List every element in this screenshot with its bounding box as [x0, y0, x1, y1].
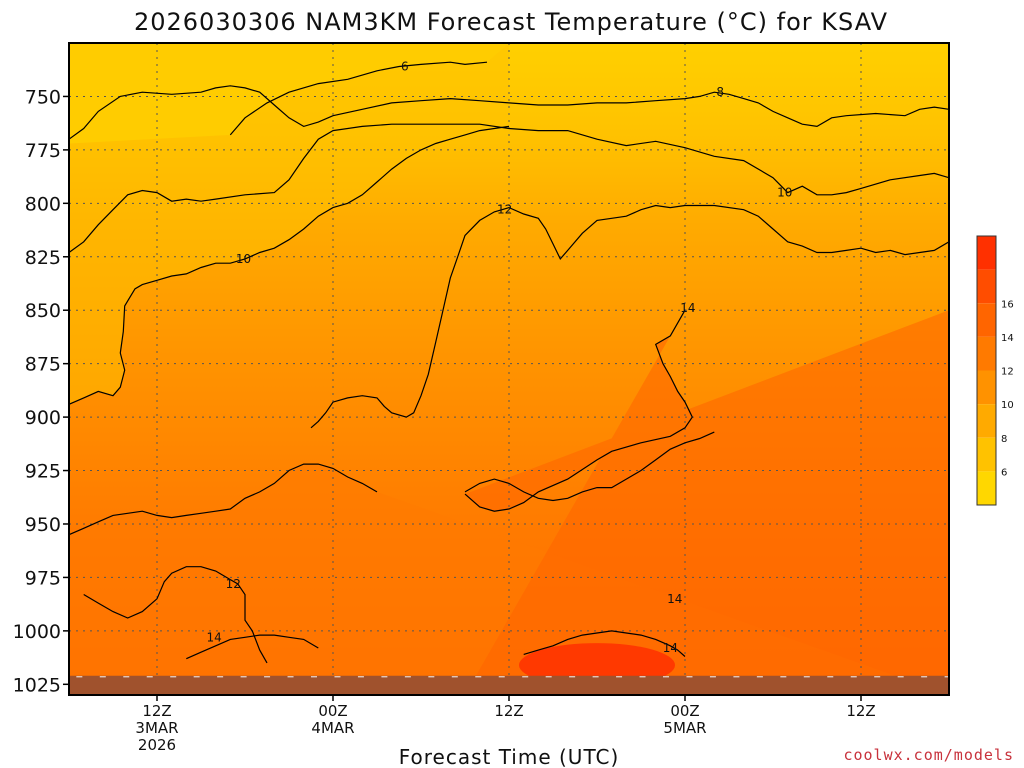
isotherm-14 [186, 634, 319, 660]
x-tick-label: 5MAR [663, 719, 706, 737]
legend-swatch [977, 404, 996, 438]
band-8-10 [69, 43, 509, 405]
y-tick-label: 875 [25, 354, 61, 376]
legend-swatch [977, 437, 996, 472]
y-tick-label: 750 [25, 86, 61, 108]
isotherm-10 [69, 125, 510, 405]
legend-swatch [977, 471, 996, 505]
x-tick-label: 12Z [494, 702, 523, 720]
isotherm-label-8: 8 [716, 85, 724, 99]
legend-swatch [977, 236, 996, 270]
legend-label: 16 [1001, 299, 1014, 310]
x-axis-label: Forecast Time (UTC) [399, 745, 620, 768]
isotherm-labels: 6 8 10 10 12 12 14 14 14 14 [207, 60, 793, 655]
y-tick-label: 950 [25, 514, 61, 536]
x-tick-label: 12Z [142, 702, 171, 720]
chart-title: 2026030306 NAM3KM Forecast Temperature (… [134, 8, 888, 36]
legend-label: 14 [1001, 333, 1014, 344]
y-axis: 750 775 800 825 850 875 900 925 950 975 1000 1025 [13, 86, 69, 696]
plot-field: 6 8 10 10 12 12 14 14 14 14 [69, 43, 949, 695]
legend-label: 8 [1001, 434, 1007, 445]
isotherm-14 [464, 309, 693, 512]
legend-label: 6 [1001, 467, 1007, 478]
isotherm-label-6: 6 [401, 60, 409, 74]
isotherm-label-12: 12 [226, 577, 241, 591]
legend-label: 10 [1001, 400, 1014, 411]
isotherm-lines [69, 61, 949, 664]
x-tick-label: 4MAR [311, 719, 354, 737]
isotherm-10 [69, 123, 949, 253]
isotherm-label-14: 14 [663, 641, 678, 655]
x-tick-label: 3MAR [135, 719, 178, 737]
legend-swatch [977, 303, 996, 337]
isotherm-label-14: 14 [667, 592, 682, 606]
isotherm-label-14: 14 [207, 630, 222, 644]
legend-swatch [977, 336, 996, 371]
isotherm-6 [229, 61, 488, 136]
legend-label: 12 [1001, 367, 1014, 378]
isotherm-12 [83, 566, 268, 664]
band-above-14 [465, 310, 949, 695]
x-tick-label: 12Z [846, 702, 875, 720]
isotherm-14 [464, 431, 715, 502]
y-tick-label: 850 [25, 300, 61, 322]
color-legend: 6 8 10 12 14 16 [976, 235, 1014, 506]
y-tick-label: 1000 [13, 621, 61, 643]
y-tick-label: 925 [25, 461, 61, 483]
legend-frame [976, 235, 997, 506]
isotherm-label-10: 10 [236, 252, 251, 266]
y-tick-label: 800 [25, 193, 61, 215]
isotherm-label-10: 10 [777, 186, 792, 200]
x-tick-label: 2026 [138, 736, 176, 754]
ground-surface [69, 675, 949, 695]
isotherm-14 [523, 630, 686, 657]
isotherm-label-14: 14 [680, 301, 695, 315]
credit-text: coolwx.com/models [843, 746, 1014, 764]
ground-layer [69, 675, 949, 695]
x-tick-label: 00Z [318, 702, 347, 720]
y-tick-label: 900 [25, 407, 61, 429]
y-tick-label: 825 [25, 247, 61, 269]
y-tick-label: 975 [25, 567, 61, 589]
isotherm-12 [69, 463, 378, 536]
y-tick-label: 775 [25, 140, 61, 162]
isotherm-12 [310, 204, 949, 429]
isotherm-8 [69, 85, 949, 140]
legend-swatch [977, 269, 996, 304]
y-tick-label: 1025 [13, 674, 61, 696]
isotherm-label-12: 12 [497, 203, 512, 217]
x-tick-label: 00Z [670, 702, 699, 720]
legend-swatch [977, 370, 996, 405]
